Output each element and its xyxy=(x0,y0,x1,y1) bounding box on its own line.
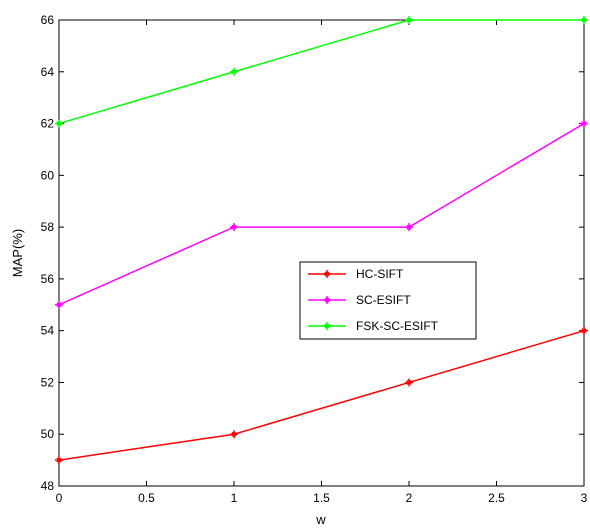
legend-label: SC-ESIFT xyxy=(356,293,411,307)
legend-item: HC-SIFT xyxy=(308,267,404,281)
y-tick-label: 64 xyxy=(41,65,55,79)
x-tick-label: 2.5 xyxy=(488,491,505,505)
data-point-star xyxy=(581,17,587,23)
legend-label: FSK-SC-ESIFT xyxy=(356,319,439,333)
data-point-star xyxy=(231,69,237,75)
y-tick-label: 56 xyxy=(41,272,55,286)
data-point-star xyxy=(406,17,412,23)
data-point-star xyxy=(406,379,412,385)
series-3 xyxy=(55,16,588,128)
series-line xyxy=(58,19,584,125)
data-point-star xyxy=(406,224,412,230)
y-tick-label: 62 xyxy=(41,117,55,131)
data-point-star xyxy=(581,121,587,127)
x-tick-label: 2 xyxy=(406,491,413,505)
y-tick-label: 60 xyxy=(41,168,55,182)
series-2 xyxy=(55,119,588,309)
x-tick-label: 1 xyxy=(231,491,238,505)
legend-marker-star xyxy=(324,323,330,329)
x-axis-title: w xyxy=(315,512,326,527)
y-tick-label: 48 xyxy=(41,479,55,493)
data-point-star xyxy=(231,431,237,437)
legend-marker-star xyxy=(324,271,330,277)
series-1 xyxy=(55,326,588,465)
series-layer xyxy=(55,16,588,465)
y-tick-label: 50 xyxy=(41,427,55,441)
y-tick-label: 66 xyxy=(41,13,55,27)
y-tick-label: 52 xyxy=(41,375,55,389)
data-point-star xyxy=(56,121,62,127)
y-tick-label: 58 xyxy=(41,220,55,234)
plot-area xyxy=(58,19,585,487)
series-line xyxy=(58,329,585,461)
legend: HC-SIFT SC-ESIFT FSK-SC-ESIFT xyxy=(299,261,477,340)
x-tick-label: 0.5 xyxy=(138,491,155,505)
y-axis-title: MAP(%) xyxy=(10,229,25,277)
data-point-star xyxy=(581,328,587,334)
legend-marker-star xyxy=(324,297,330,303)
legend-item: FSK-SC-ESIFT xyxy=(308,319,439,333)
x-tick-label: 1.5 xyxy=(313,491,330,505)
y-tick-label: 54 xyxy=(41,324,55,338)
x-tick-label: 3 xyxy=(581,491,588,505)
data-point-star xyxy=(231,224,237,230)
tick-labels: 0 0.5 1 1.5 2 2.5 3 48 50 52 54 56 58 60 62 64 66 xyxy=(41,13,588,505)
series-line xyxy=(58,122,585,306)
data-point-star xyxy=(56,457,62,463)
legend-label: HC-SIFT xyxy=(356,267,404,281)
x-tick-label: 0 xyxy=(56,491,63,505)
data-point-star xyxy=(56,302,62,308)
legend-item: SC-ESIFT xyxy=(308,293,411,307)
